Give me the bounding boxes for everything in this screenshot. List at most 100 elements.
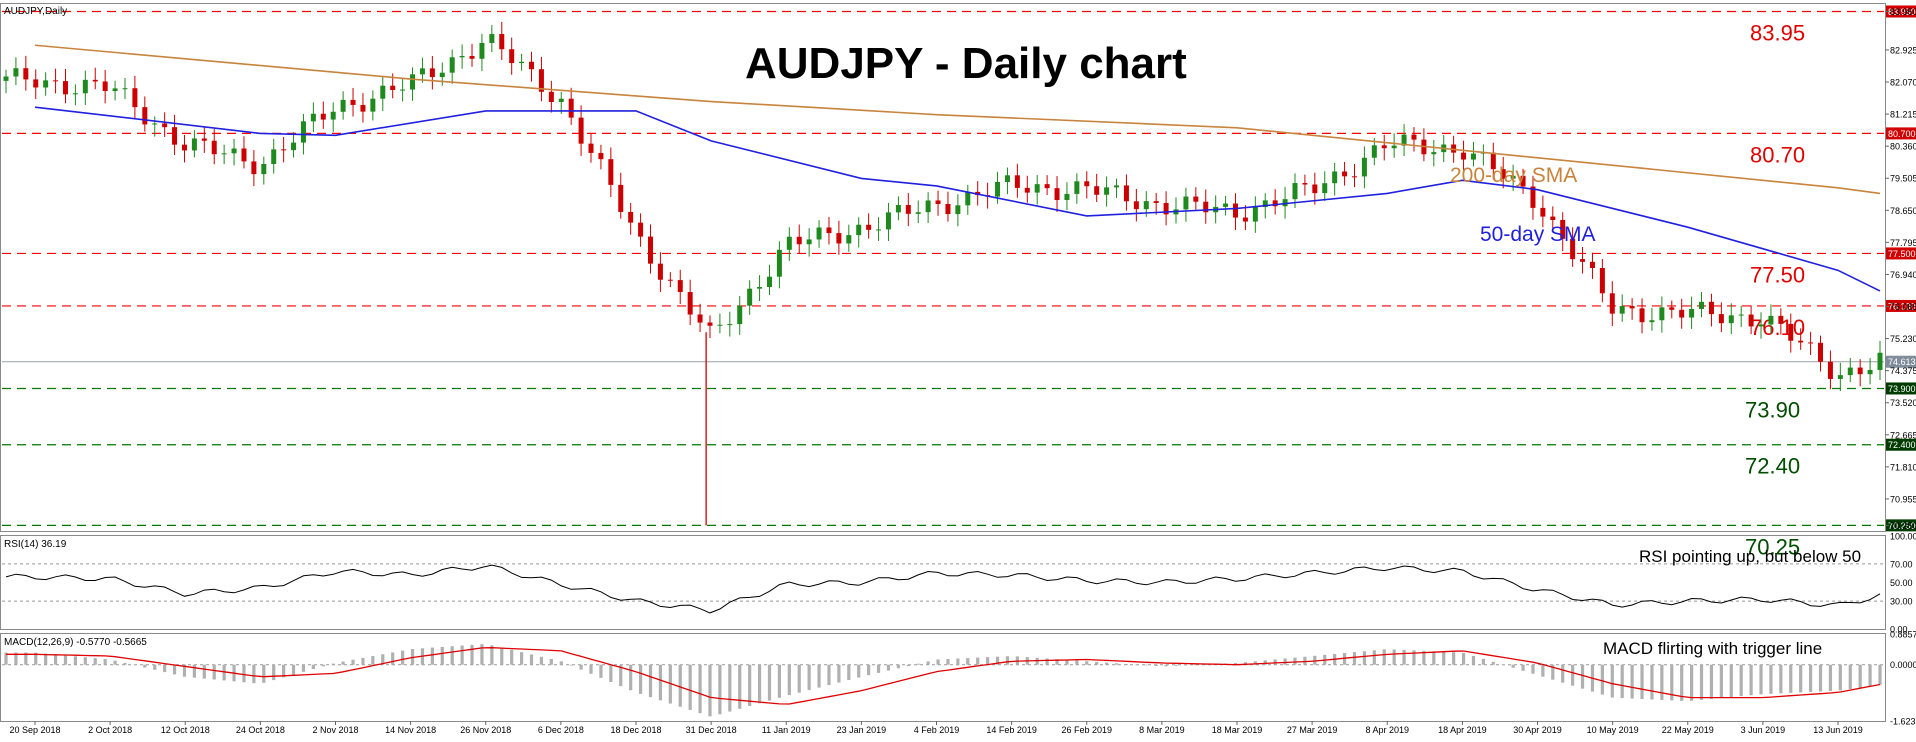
candle-165 [1639, 298, 1645, 334]
macd-bar-104 [1035, 657, 1039, 665]
candle-174 [1728, 303, 1734, 335]
macd-bar-22 [222, 664, 226, 681]
macd-bar-73 [728, 664, 732, 712]
macd-bar-140 [1392, 649, 1396, 665]
candle-94 [935, 190, 941, 216]
macd-bar-95 [946, 658, 950, 665]
candle-body [92, 79, 98, 82]
candle-body [1371, 145, 1377, 158]
candle-body [1332, 171, 1338, 184]
macd-bar-127 [1263, 660, 1267, 665]
candle-body [618, 184, 624, 212]
candle-11 [112, 80, 118, 101]
macd-bar-181 [1799, 664, 1803, 693]
macd-bar-12 [123, 662, 127, 665]
candle-body [350, 99, 356, 105]
candle-body [1778, 315, 1784, 324]
sma200-label: 200-day SMA [1450, 164, 1577, 187]
candle-91 [905, 193, 911, 227]
candle-50 [499, 21, 505, 61]
candle-4 [43, 72, 49, 96]
candle-144 [1431, 139, 1437, 167]
level-tag-6: 70.250 [1888, 521, 1916, 531]
macd-bar-17 [172, 664, 177, 675]
macd-bar-146 [1452, 652, 1456, 665]
candle-body [459, 55, 465, 58]
candle-15 [152, 116, 158, 137]
macd-bar-137 [1362, 651, 1367, 665]
candle-body [1342, 171, 1348, 177]
macd-bar-119 [1184, 664, 1188, 666]
macd-bar-120 [1194, 664, 1198, 666]
candle-body [1510, 175, 1516, 179]
candle-body [1401, 134, 1407, 146]
macd-bar-186 [1848, 664, 1852, 689]
candle-83 [826, 216, 832, 245]
candle-168 [1669, 300, 1675, 319]
macd-bar-10 [103, 659, 107, 665]
candle-43 [429, 55, 435, 90]
candle-body [53, 80, 59, 82]
macd-bar-150 [1491, 661, 1495, 665]
candle-body [1153, 201, 1159, 203]
x-tick-label-1: 2 Oct 2018 [88, 725, 132, 735]
x-tick-label-4: 2 Nov 2018 [312, 725, 358, 735]
horizontal-levels: 83.95 83.950 80.70 80.700 77.50 77.500 76.10 76… [2, 5, 1916, 559]
macd-bar-52 [519, 652, 524, 665]
macd-bar-5 [53, 654, 58, 665]
level-tag-bg-5 [1886, 438, 1916, 451]
candle-81 [806, 228, 812, 257]
candle-body [1292, 183, 1298, 200]
candle-57 [568, 87, 574, 125]
candle-49 [489, 25, 495, 52]
candle-72 [717, 313, 723, 334]
candle-9 [92, 67, 98, 90]
candle-body [201, 138, 207, 141]
candle-body [1193, 196, 1199, 202]
candle-132 [1312, 172, 1318, 205]
level-tag-2: 77.500 [1888, 249, 1916, 259]
chart-title: AUDJPY - Daily chart [745, 39, 1187, 88]
candle-body [1669, 307, 1675, 310]
macd-bar-32 [321, 664, 325, 667]
macd-bar-85 [847, 664, 851, 681]
macd-bar-6 [63, 655, 68, 665]
candle-body [1520, 175, 1526, 187]
macd-bar-121 [1204, 664, 1208, 665]
macd-bar-90 [896, 664, 900, 669]
candle-body [211, 140, 217, 155]
rsi-line [5, 564, 1881, 614]
candle-body [340, 99, 346, 112]
candle-136 [1351, 164, 1357, 188]
macd-bar-57 [569, 664, 573, 666]
candle-161 [1599, 259, 1605, 303]
candle-body [529, 61, 535, 70]
macd-bar-54 [539, 656, 544, 665]
macd-note: MACD flirting with trigger line [1603, 639, 1822, 658]
candle-120 [1193, 187, 1199, 210]
macd-bar-36 [361, 657, 365, 665]
candle-body [628, 211, 634, 223]
macd-bar-135 [1342, 653, 1347, 665]
candle-36 [360, 93, 366, 123]
candle-body [122, 88, 128, 90]
candle-80 [796, 224, 802, 254]
macd-bar-130 [1293, 657, 1297, 665]
level-label-4: 73.90 [1745, 397, 1800, 422]
candle-body [1133, 201, 1139, 210]
sma50-line [34, 106, 1881, 292]
candle-body [449, 57, 455, 73]
candle-body [737, 305, 743, 325]
candle-body [1570, 238, 1576, 260]
candle-body [1689, 308, 1695, 318]
candle-33 [330, 102, 336, 132]
candle-body [1252, 207, 1258, 222]
candle-body [1044, 184, 1050, 189]
candle-body [598, 152, 604, 160]
candle-42 [419, 57, 425, 83]
candle-113 [1123, 174, 1129, 211]
candle-body [1808, 342, 1814, 344]
candle-body [1470, 153, 1476, 160]
rsi-tick-label-0: 100.00 [1890, 532, 1916, 542]
macd-bar-7 [73, 656, 78, 665]
